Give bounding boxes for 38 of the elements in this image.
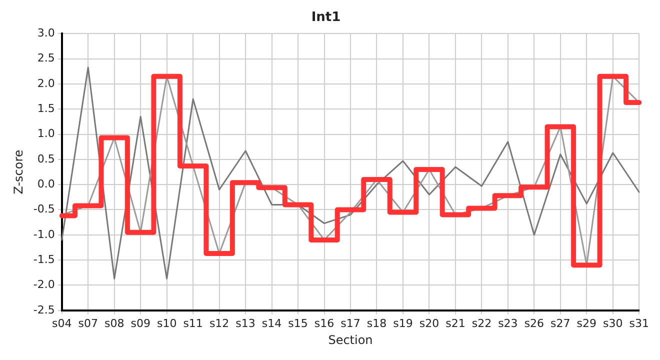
y-tick-label: -2.0 xyxy=(33,278,55,292)
x-tick-label: s26 xyxy=(524,316,544,330)
x-tick-label: s19 xyxy=(393,316,413,330)
x-tick-label: s09 xyxy=(130,316,150,330)
y-tick-label: -2.5 xyxy=(33,303,55,316)
y-tick-label: 1.5 xyxy=(37,102,55,115)
x-tick-label: s13 xyxy=(236,316,256,330)
x-tick-label: s11 xyxy=(183,316,203,330)
x-tick-label: s17 xyxy=(340,316,360,330)
x-tick-label: s20 xyxy=(419,316,440,330)
chart-title: Int1 xyxy=(311,10,341,26)
y-tick-label: 2.0 xyxy=(37,76,55,90)
x-tick-label: s23 xyxy=(498,316,518,330)
y-axis-title: Z-score xyxy=(11,150,26,194)
x-tick-label: s15 xyxy=(288,316,308,330)
x-tick-label: s30 xyxy=(603,316,623,330)
x-tick-label: s07 xyxy=(78,316,98,330)
x-tick-label: s12 xyxy=(209,316,230,330)
x-tick-label: s08 xyxy=(104,316,124,330)
y-tick-label: 0.0 xyxy=(37,177,55,190)
x-tick-label: s10 xyxy=(156,316,177,330)
y-tick-label: 1.0 xyxy=(37,127,55,140)
x-axis-title: Section xyxy=(328,332,373,347)
y-tick-label: 2.5 xyxy=(37,52,55,65)
x-tick-label: s29 xyxy=(576,316,597,330)
y-tick-label: -1.0 xyxy=(33,228,55,241)
y-tick-label: 0.5 xyxy=(37,152,55,166)
x-tick-label: s22 xyxy=(472,316,492,330)
x-tick-label: s04 xyxy=(52,316,72,330)
x-tick-label: s27 xyxy=(550,316,570,330)
y-tick-label: -1.5 xyxy=(33,252,55,266)
x-tick-label: s31 xyxy=(629,316,650,330)
y-tick-label: -0.5 xyxy=(33,202,55,216)
x-tick-label: s21 xyxy=(446,316,466,330)
x-tick-label: s16 xyxy=(314,316,334,330)
y-tick-label: 3.0 xyxy=(37,26,55,40)
x-tick-label: s18 xyxy=(366,316,387,330)
x-tick-label: s14 xyxy=(262,316,282,330)
